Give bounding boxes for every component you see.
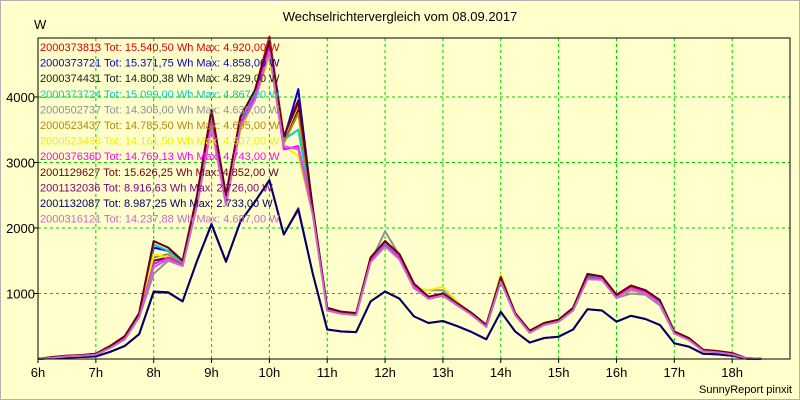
x-tick-label: 13h [432, 365, 454, 380]
x-tick-label: 18h [721, 365, 743, 380]
series-lines [37, 35, 762, 360]
legend-entry-2000523437: 2000523437 Tot: 14.785,50 Wh Max: 4.695,… [40, 120, 280, 132]
legend-entry-2000376360: 2000376360 Tot: 14.769,13 Wh Max: 4.743,… [40, 151, 280, 163]
y-tick-label: 4000 [6, 90, 35, 105]
y-tick-label: 3000 [6, 155, 35, 170]
plot-border [37, 37, 791, 360]
x-tick-label: 9h [204, 365, 218, 380]
x-tick-label: 11h [317, 365, 338, 380]
axes: 6h 7h 8h 9h 10h 11h 12h 13h 14h 15h 16h 17h 18h 1000 2… [6, 37, 791, 380]
legend-entry-2000373813: 2000373813 Tot: 15.540,50 Wh Max: 4.920,… [40, 42, 280, 54]
legend-entry-2000373724: 2000373724 Tot: 15.099,00 Wh Max: 4.867,… [40, 89, 280, 101]
legend-entry-2000373721: 2000373721 Tot: 15.371,75 Wh Max: 4.858,… [40, 58, 280, 70]
legend-entry-2000374431: 2000374431 Tot: 14.800,38 Wh Max: 4.829,… [40, 73, 280, 85]
x-tick-label: 12h [374, 365, 396, 380]
x-tick-label: 7h [89, 365, 103, 380]
y-tick-label: 2000 [6, 221, 35, 236]
y-axis-unit-label: W [34, 17, 47, 32]
chart-title: Wechselrichtervergleich vom 08.09.2017 [282, 9, 518, 24]
x-tick-label: 6h [31, 365, 45, 380]
x-tick-label: 10h [259, 365, 281, 380]
series-line-2001132087 [37, 179, 762, 360]
legend-entry-2001132036: 2001132036 Tot: 8.916,63 Wh Max: 2.726,0… [40, 182, 273, 194]
legend-entry-2000316121: 2000316121 Tot: 14.237,88 Wh Max: 4.687,… [40, 214, 280, 226]
legend: 2000373813 Tot: 15.540,50 Wh Max: 4.920,… [40, 42, 280, 226]
footer-credit: SunnyReport pinxit [699, 384, 792, 396]
legend-entry-2000523438: 2000523438 Tot: 14.161,50 Wh Max: 4.607,… [40, 136, 280, 148]
y-tick-label: 1000 [6, 286, 35, 301]
legend-entry-2001132087: 2001132087 Tot: 8.987,25 Wh Max: 2.733,0… [40, 198, 273, 210]
x-tick-label: 14h [490, 365, 512, 380]
x-tick-label: 17h [663, 365, 685, 380]
series-line-2001129627 [37, 40, 762, 360]
legend-entry-2000502737: 2000502737 Tot: 14.306,00 Wh Max: 4.630,… [40, 104, 280, 116]
grid-lines [38, 38, 791, 359]
series-line-2000316121 [37, 51, 762, 360]
legend-entry-2001129627: 2001129627 Tot: 15.626,25 Wh Max: 4.852,… [40, 167, 279, 179]
x-tick-label: 16h [606, 365, 628, 380]
x-tick-label: 8h [146, 365, 160, 380]
x-tick-label: 15h [548, 365, 570, 380]
